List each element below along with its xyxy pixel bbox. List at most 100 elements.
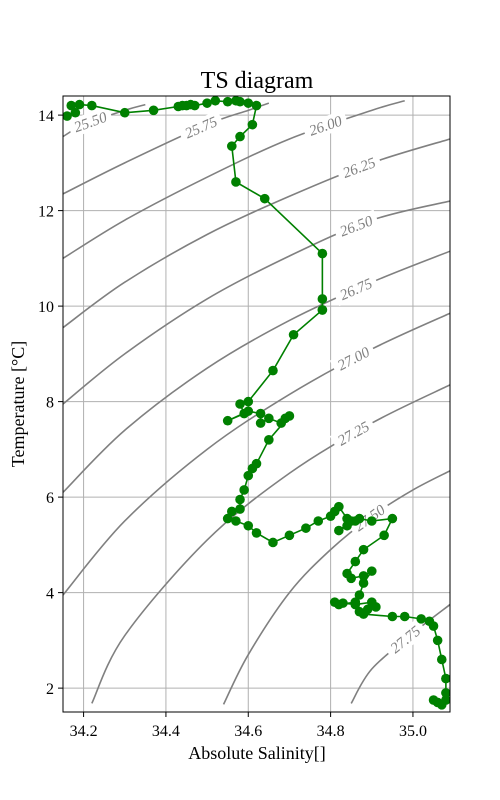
profile-point <box>416 614 426 624</box>
profile-point <box>268 365 278 376</box>
profile-point <box>259 193 270 204</box>
y-tick-label: 2 <box>46 681 54 698</box>
profile-point <box>239 485 249 495</box>
profile-point <box>202 98 212 108</box>
y-tick-label: 14 <box>38 108 54 125</box>
profile-point <box>66 100 77 111</box>
profile-point <box>243 98 254 108</box>
profile-point <box>358 571 369 581</box>
y-axis-label: Temperature [°C] <box>8 341 28 467</box>
contour-label-background <box>329 340 378 377</box>
profile-point <box>301 523 311 533</box>
profile-point <box>243 406 254 416</box>
contour-label-background <box>329 414 377 452</box>
contour-line <box>63 138 450 329</box>
contour-label-background <box>301 110 350 142</box>
y-tick-label: 12 <box>38 204 54 221</box>
profile-point <box>226 506 237 517</box>
profile-point <box>284 530 295 541</box>
y-tick-label: 8 <box>46 395 54 412</box>
profile-point <box>247 119 258 130</box>
profile-point <box>346 516 356 526</box>
profile-point <box>358 609 369 619</box>
profile-point <box>313 516 324 526</box>
x-tick-label: 34.8 <box>317 723 345 740</box>
profile-point <box>441 688 450 698</box>
profile-point <box>346 573 356 584</box>
profile-point <box>247 463 258 474</box>
contour-label-background <box>332 272 380 307</box>
x-tick-label: 34.6 <box>234 723 262 740</box>
profile-point <box>235 504 245 514</box>
contour-line <box>63 312 450 596</box>
profile-point <box>251 100 262 111</box>
profile-point <box>243 470 254 481</box>
profile-point <box>74 99 85 110</box>
profile-point <box>350 556 361 567</box>
profile-point <box>379 530 389 541</box>
contour-line <box>91 384 450 704</box>
profile-point <box>358 544 369 555</box>
profile-point <box>399 611 410 622</box>
profile-point <box>87 100 97 111</box>
x-tick-label: 34.4 <box>152 723 180 740</box>
profile-point <box>235 131 245 142</box>
contour-label-background <box>177 110 225 145</box>
profile-point <box>354 513 365 524</box>
profile-point <box>288 329 299 340</box>
profile-point <box>329 597 340 607</box>
profile-point <box>63 111 72 121</box>
profile-point <box>432 635 443 646</box>
y-axis-ticks: 2 4 6 8 10 12 14 <box>38 108 63 698</box>
profile-point <box>350 599 361 610</box>
profile-series <box>63 96 450 710</box>
profile-point <box>255 408 266 419</box>
profile-point <box>243 520 254 531</box>
contour-line <box>222 470 450 705</box>
profile-point <box>387 513 398 524</box>
profile-point <box>119 107 130 118</box>
profile-point <box>354 590 365 600</box>
contour-label-background <box>382 618 429 661</box>
plot-frame <box>62 95 451 713</box>
profile-point <box>428 621 439 631</box>
x-axis-ticks: 34.2 34.4 34.6 34.8 35.0 <box>70 712 427 740</box>
profile-point <box>243 396 254 407</box>
y-tick-label: 10 <box>38 299 54 316</box>
profile-point <box>338 598 348 608</box>
profile-point <box>387 611 398 622</box>
x-axis-label: Absolute Salinity[] <box>188 743 326 763</box>
profile-point <box>334 501 344 512</box>
profile-point <box>334 525 344 536</box>
contour-line <box>63 100 405 260</box>
profile-point <box>235 399 245 409</box>
profile-point <box>317 248 328 259</box>
contour-label-background <box>66 106 115 138</box>
chart-title: TS diagram <box>201 68 314 94</box>
y-tick-label: 6 <box>46 490 54 507</box>
profile-point <box>441 673 450 684</box>
profile-point <box>210 96 221 106</box>
profile-point <box>264 413 274 424</box>
profile-point <box>371 602 381 612</box>
profile-point <box>358 578 369 588</box>
profile-point <box>268 537 278 548</box>
profile-point <box>436 654 447 665</box>
profile-point <box>231 177 241 187</box>
contour-label-background <box>335 151 383 184</box>
profile-point <box>235 96 245 107</box>
profile-point <box>317 294 328 304</box>
profile-point <box>264 435 274 445</box>
profile-point <box>428 695 439 705</box>
contour-label-background <box>332 209 380 243</box>
profile-point <box>235 494 245 505</box>
profile-point <box>148 105 159 116</box>
profile-point <box>226 141 237 151</box>
profile-point <box>222 513 233 524</box>
profile-point <box>317 305 328 315</box>
profile-point <box>222 415 233 426</box>
profile-point <box>189 100 200 111</box>
profile-point <box>251 528 262 538</box>
x-tick-label: 35.0 <box>399 723 427 740</box>
